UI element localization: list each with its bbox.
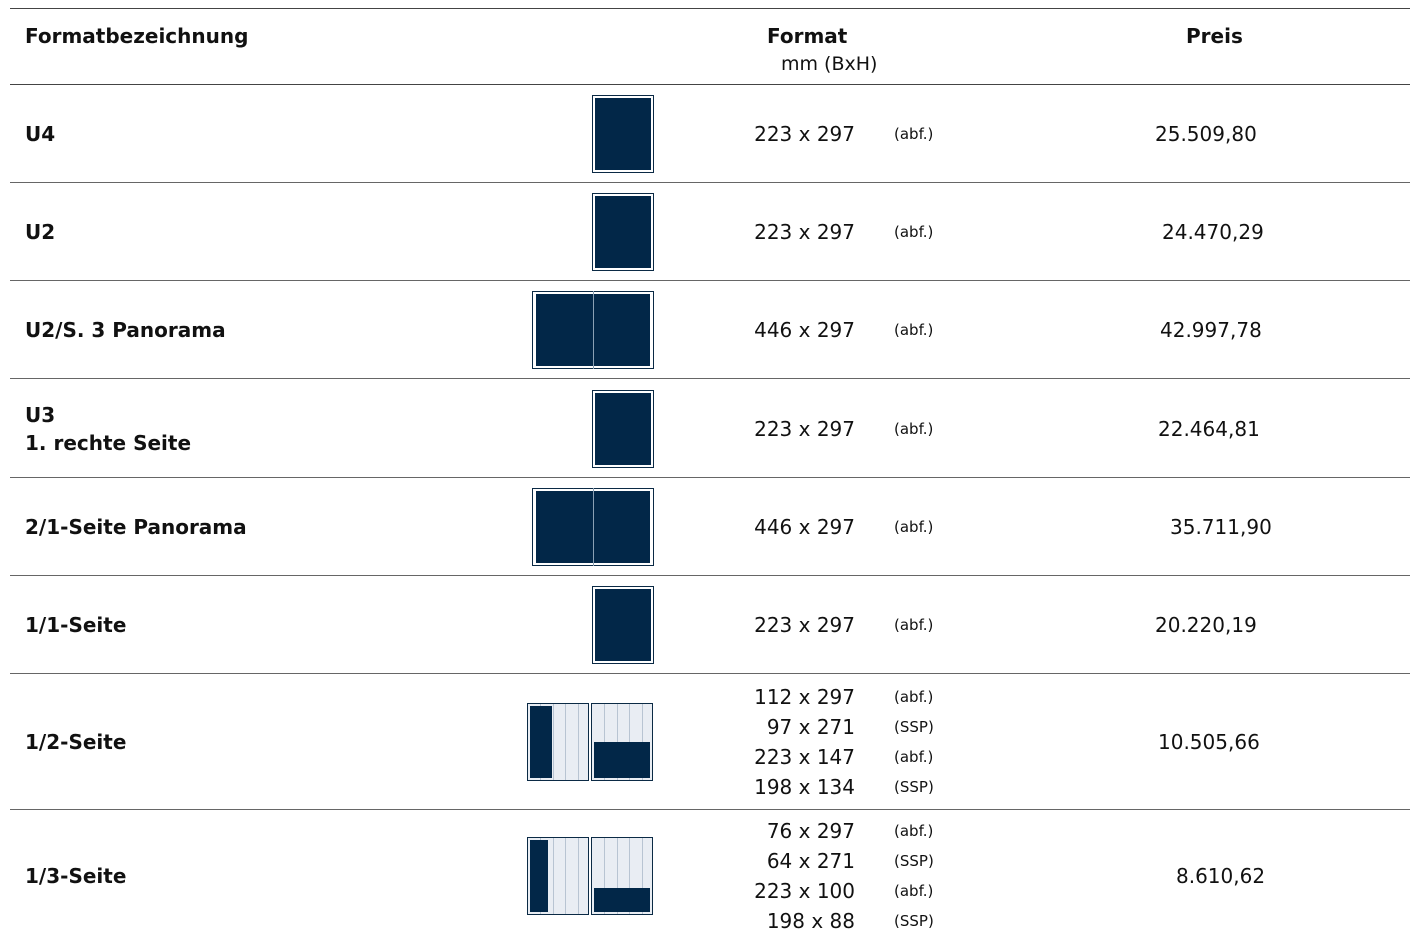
row-rule (10, 477, 1410, 478)
spread-fold (593, 291, 594, 369)
format-price: 8.610,62 (1176, 863, 1266, 888)
format-note: (abf.) (894, 518, 934, 536)
row-rule (10, 809, 1410, 810)
format-dimension-line: 223 x 297 (700, 414, 855, 444)
format-note: (SSP) (894, 718, 934, 736)
grid-column (577, 704, 579, 780)
format-price: 10.505,66 (1158, 730, 1260, 754)
format-name: U2 (25, 220, 56, 244)
format-dimension-line: 446 x 297 (700, 315, 855, 345)
header-format-unit: mm (BxH) (781, 53, 878, 75)
format-dimension: 112 x 297 (754, 685, 855, 709)
format-note: (abf.) (894, 748, 934, 766)
ad-area-horizontal (594, 742, 650, 778)
ad-area-vertical (530, 706, 552, 778)
format-dimension-line: 223 x 297 (700, 119, 855, 149)
format-name: 2/1-Seite Panorama (25, 515, 247, 539)
format-dimension-line: 223 x 297 (700, 610, 855, 640)
grid-column (552, 704, 554, 780)
format-dimension-line: 223 x 147 (700, 742, 855, 772)
format-dimension-line: 64 x 271 (700, 846, 855, 876)
spread-fold (593, 488, 594, 566)
grid-column (616, 837, 618, 914)
format-dimension-line: 223 x 297 (700, 217, 855, 247)
format-name: U3 1. rechte Seite (25, 402, 192, 455)
format-price: 42.997,78 (1160, 318, 1262, 342)
format-price: 25.509,80 (1155, 121, 1257, 146)
format-note: (SSP) (894, 911, 934, 930)
format-name: 1/3-Seite (25, 863, 127, 888)
format-note: (SSP) (894, 778, 934, 796)
row-rule (10, 182, 1410, 183)
header-rule (10, 84, 1410, 85)
ad-area (595, 589, 651, 661)
grid-column (629, 837, 631, 914)
format-dimension: 223 x 297 (754, 416, 855, 441)
format-name: U2/S. 3 Panorama (25, 318, 226, 342)
row-rule (10, 378, 1410, 379)
format-dimension: 223 x 147 (754, 745, 855, 769)
format-dimension: 223 x 297 (754, 121, 855, 146)
format-dimension-line: 97 x 271 (700, 712, 855, 742)
format-dimension-line: 198 x 88 (700, 906, 855, 936)
ad-area (595, 97, 651, 170)
format-dimension-line: 112 x 297 (700, 682, 855, 712)
format-dimension: 198 x 134 (754, 775, 855, 799)
format-dimension: 76 x 297 (766, 818, 855, 843)
format-dimension: 223 x 297 (754, 613, 855, 637)
format-price: 35.711,90 (1170, 515, 1272, 539)
ad-area-vertical (530, 839, 548, 912)
format-name: U4 (25, 121, 56, 146)
format-dimension: 97 x 271 (766, 715, 855, 739)
ad-area (595, 392, 651, 465)
format-price: 24.470,29 (1162, 220, 1264, 244)
format-note: (SSP) (894, 851, 934, 870)
format-note: (abf.) (894, 881, 934, 900)
format-name: 1/1-Seite (25, 613, 127, 637)
format-note: (abf.) (894, 124, 934, 143)
format-dimension-line: 223 x 100 (700, 876, 855, 906)
format-note: (abf.) (894, 419, 934, 438)
ad-area (595, 196, 651, 268)
format-note: (abf.) (894, 223, 934, 241)
grid-column (641, 837, 643, 914)
grid-column (565, 837, 567, 914)
ad-area-horizontal (594, 887, 650, 912)
row-rule (10, 280, 1410, 281)
format-dimension: 64 x 271 (766, 848, 855, 873)
format-dimension-line: 198 x 134 (700, 772, 855, 802)
row-rule (10, 575, 1410, 576)
format-dimension: 446 x 297 (754, 515, 855, 539)
format-name: 1/2-Seite (25, 730, 127, 754)
format-note: (abf.) (894, 688, 934, 706)
format-dimension: 446 x 297 (754, 318, 855, 342)
grid-column (577, 837, 579, 914)
row-rule (10, 673, 1410, 674)
grid-column (552, 837, 554, 914)
format-dimension: 223 x 297 (754, 220, 855, 244)
format-price: 22.464,81 (1158, 416, 1260, 441)
table-top-rule (10, 8, 1410, 9)
header-name: Formatbezeichnung (25, 24, 249, 48)
format-dimension: 198 x 88 (766, 908, 855, 933)
format-dimension: 223 x 100 (754, 878, 855, 903)
format-note: (abf.) (894, 616, 934, 634)
format-dimension-line: 76 x 297 (700, 816, 855, 846)
header-format: Format (767, 24, 848, 48)
grid-column (604, 837, 606, 914)
format-note: (abf.) (894, 321, 934, 339)
header-price: Preis (1186, 24, 1243, 48)
format-dimension-line: 446 x 297 (700, 512, 855, 542)
format-price: 20.220,19 (1155, 613, 1257, 637)
format-note: (abf.) (894, 821, 934, 840)
grid-column (565, 704, 567, 780)
